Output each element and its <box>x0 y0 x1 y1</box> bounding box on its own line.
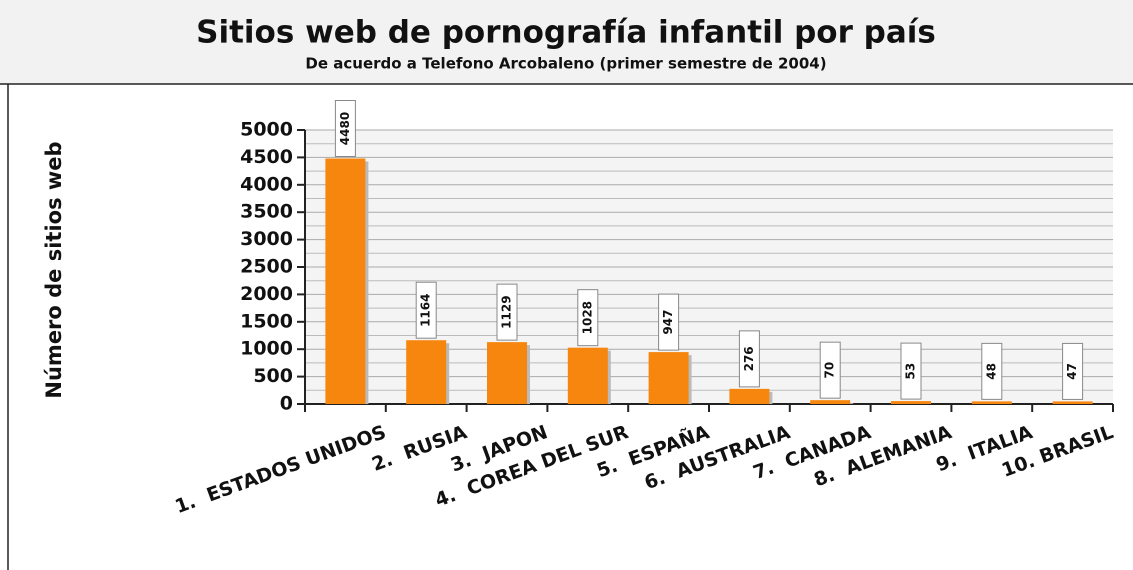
value-label-box <box>496 283 518 341</box>
value-label: 1028 <box>577 289 599 347</box>
y-tick-label: 0 <box>280 393 293 415</box>
value-label-box <box>738 330 760 388</box>
value-label-box <box>1062 342 1084 400</box>
value-label-box <box>981 342 1003 400</box>
value-label-text: 70 <box>823 362 837 379</box>
y-tick-label: 500 <box>253 365 293 387</box>
bar <box>891 401 931 404</box>
value-label-box <box>577 289 599 347</box>
value-label: 276 <box>738 330 760 388</box>
y-tick-label: 3000 <box>240 228 293 250</box>
value-label-text: 1028 <box>580 301 594 334</box>
value-label-box <box>819 341 841 399</box>
y-tick-label: 4000 <box>240 173 293 195</box>
bar <box>810 400 851 404</box>
value-label-text: 276 <box>742 346 756 371</box>
y-tick-label: 2000 <box>240 283 293 305</box>
value-label: 947 <box>658 293 680 351</box>
y-tick-label: 1500 <box>240 310 293 332</box>
y-tick-label: 1000 <box>240 338 293 360</box>
bar <box>729 388 770 404</box>
bar <box>1052 401 1093 404</box>
y-tick-label: 5000 <box>240 119 293 141</box>
value-label-text: 53 <box>904 363 918 380</box>
bar <box>325 158 366 404</box>
x-tick-label: 1. ESTADOS UNIDOS <box>172 421 389 518</box>
y-tick-label: 3500 <box>240 201 293 223</box>
value-label-box <box>900 342 922 400</box>
bar <box>971 401 1012 404</box>
value-label: 48 <box>981 342 1003 400</box>
value-label-box <box>415 281 437 339</box>
bar <box>487 342 527 404</box>
value-label-box <box>334 99 356 157</box>
chart-title: Sitios web de pornografía infantil por p… <box>196 15 936 51</box>
value-label-text: 947 <box>661 310 675 335</box>
value-label-text: 1164 <box>419 294 433 327</box>
value-label-box <box>658 293 680 351</box>
value-label-text: 47 <box>1065 363 1079 380</box>
value-label: 53 <box>900 342 922 400</box>
value-label-text: 1129 <box>500 295 514 328</box>
value-label: 4480 <box>334 99 356 157</box>
value-label: 1164 <box>415 281 437 339</box>
y-tick-label: 4500 <box>240 146 293 168</box>
value-label-text: 48 <box>984 363 998 380</box>
bar <box>567 347 608 404</box>
bar <box>648 352 689 404</box>
title-band <box>0 0 1133 84</box>
value-label-text: 4480 <box>338 112 352 145</box>
value-label: 47 <box>1062 342 1084 400</box>
value-label: 70 <box>819 341 841 399</box>
y-tick-label: 2500 <box>240 256 293 278</box>
y-axis-label: Número de sitios web <box>42 141 66 398</box>
value-label: 1129 <box>496 283 518 341</box>
chart-subtitle: De acuerdo a Telefono Arcobaleno (primer… <box>305 55 826 73</box>
bar <box>406 340 447 404</box>
